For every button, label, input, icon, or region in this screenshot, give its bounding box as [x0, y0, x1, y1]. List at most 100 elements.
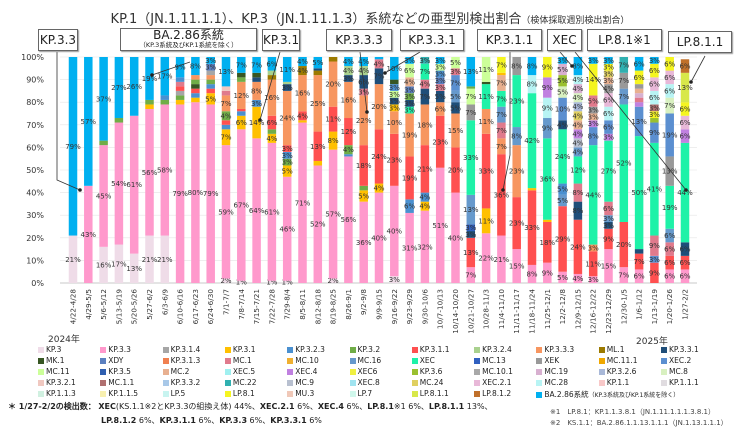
callout-arrow — [151, 61, 191, 76]
bar-segment — [527, 188, 537, 191]
data-label: 7% — [618, 272, 629, 280]
data-label: 9% — [542, 269, 553, 277]
data-label: 9% — [542, 84, 553, 92]
bar-segment — [665, 185, 674, 229]
bar-segment — [344, 154, 353, 157]
bar-segment — [374, 183, 384, 193]
legend-item: LP.8.1.1 — [411, 389, 449, 398]
bar-segment — [604, 120, 613, 134]
bar-segment — [191, 79, 200, 85]
data-label: 12% — [341, 128, 357, 136]
bar-segment — [619, 72, 629, 89]
data-label: 5% — [557, 89, 568, 97]
arrow-head-icon — [258, 118, 262, 122]
bar-segment — [527, 264, 537, 283]
bar-segment — [497, 154, 506, 236]
data-label: 13% — [677, 84, 693, 92]
footnote-2: ※2 KS.1.1：BA.2.86.1.1.13.1.1.1（JN.1.13.1… — [550, 419, 728, 427]
bar-segment — [481, 233, 491, 283]
legend-swatch — [598, 347, 605, 353]
x-tick-label: 1/20-1/26 — [665, 289, 674, 325]
legend-item: MC.13 — [474, 356, 506, 365]
bar-segment — [420, 79, 430, 89]
bar-segment — [588, 57, 598, 64]
bar-segment — [497, 75, 506, 91]
bar-segment — [237, 280, 246, 283]
bar-segment — [573, 111, 583, 121]
legend-note: （KP.3系統及びKP.1系統を除く） — [588, 392, 680, 399]
bar-segment — [374, 192, 384, 283]
data-label: 4% — [220, 112, 231, 120]
data-label: 6% — [236, 119, 247, 127]
x-tick-label: 11/11-11/17 — [512, 289, 521, 334]
legend-swatch — [474, 347, 481, 353]
footer-lineage: KP.3.3 — [219, 416, 248, 425]
legend-label: XDY — [108, 356, 124, 365]
bar-segment — [435, 90, 445, 103]
legend-item: MU.3 — [287, 389, 314, 398]
bar-segment — [359, 88, 368, 96]
bar-segment — [359, 185, 368, 191]
bar-segment — [497, 106, 506, 123]
bar-segment — [328, 149, 338, 279]
data-label: 2% — [220, 277, 231, 285]
data-label: 6% — [679, 246, 690, 254]
legend-item: ML.1 — [598, 345, 625, 354]
bar-segment — [665, 269, 674, 283]
bar-segment — [665, 255, 674, 270]
data-label: 46% — [279, 225, 295, 233]
data-label: 18% — [540, 239, 556, 247]
callout-ba-2-86: BA.2.86系統 （KP.3系統及びKP.1系統を除く） — [120, 28, 257, 51]
bar-segment — [619, 57, 629, 73]
bar-segment — [604, 215, 613, 222]
bar-segment — [451, 75, 460, 91]
title-sub: （検体採取週別検出割合） — [521, 16, 630, 26]
data-label: 4% — [419, 81, 430, 89]
bar-segment — [573, 147, 583, 157]
bar-segment — [543, 97, 552, 119]
bar-segment — [588, 244, 598, 252]
bar-segment — [619, 104, 629, 222]
data-label: 9% — [542, 104, 553, 112]
legend-swatch — [598, 380, 605, 386]
bar-segment — [451, 68, 460, 76]
bar-segment — [619, 221, 629, 268]
bar-segment — [99, 145, 108, 247]
callout-arrow — [690, 55, 706, 83]
y-tick-label: 20% — [26, 234, 44, 243]
x-tick-label: 10/7-10/13 — [436, 289, 445, 329]
data-label: 7% — [465, 272, 476, 280]
bar-segment — [344, 118, 353, 146]
data-label: 19% — [142, 75, 158, 83]
callout-sub: （KP.3系統及びKP.1系統を除く） — [139, 41, 238, 49]
bar-segment — [344, 81, 353, 119]
legend-swatch — [536, 358, 543, 364]
bar-segment — [191, 57, 200, 76]
bar-segment — [145, 99, 154, 105]
bar-segment — [359, 95, 368, 146]
data-label: 15% — [601, 263, 617, 271]
data-label: 3% — [389, 91, 400, 99]
data-label: 6% — [649, 67, 660, 75]
bar-segment — [451, 102, 460, 114]
bar-segment — [282, 158, 292, 166]
bar-segment — [451, 147, 460, 193]
data-label: 3% — [404, 57, 415, 65]
bar-segment — [282, 176, 292, 281]
bar-segment — [650, 111, 659, 119]
data-label: 6% — [266, 60, 277, 68]
data-label: 6% — [679, 63, 690, 71]
legend-swatch — [38, 391, 44, 397]
bar-segment — [374, 68, 384, 85]
bar-segment — [237, 77, 246, 82]
data-label: 19% — [662, 204, 678, 212]
bar-segment — [405, 106, 414, 114]
legend-label: KP.3.5 — [108, 367, 131, 376]
legend-label: KP.3.1.4 — [170, 345, 201, 354]
bar-segment — [680, 129, 690, 143]
bar-segment — [282, 151, 292, 159]
x-tick-label: 9/2-9/8 — [359, 289, 368, 315]
bar-segment — [604, 221, 613, 229]
bar-segment — [634, 249, 644, 254]
